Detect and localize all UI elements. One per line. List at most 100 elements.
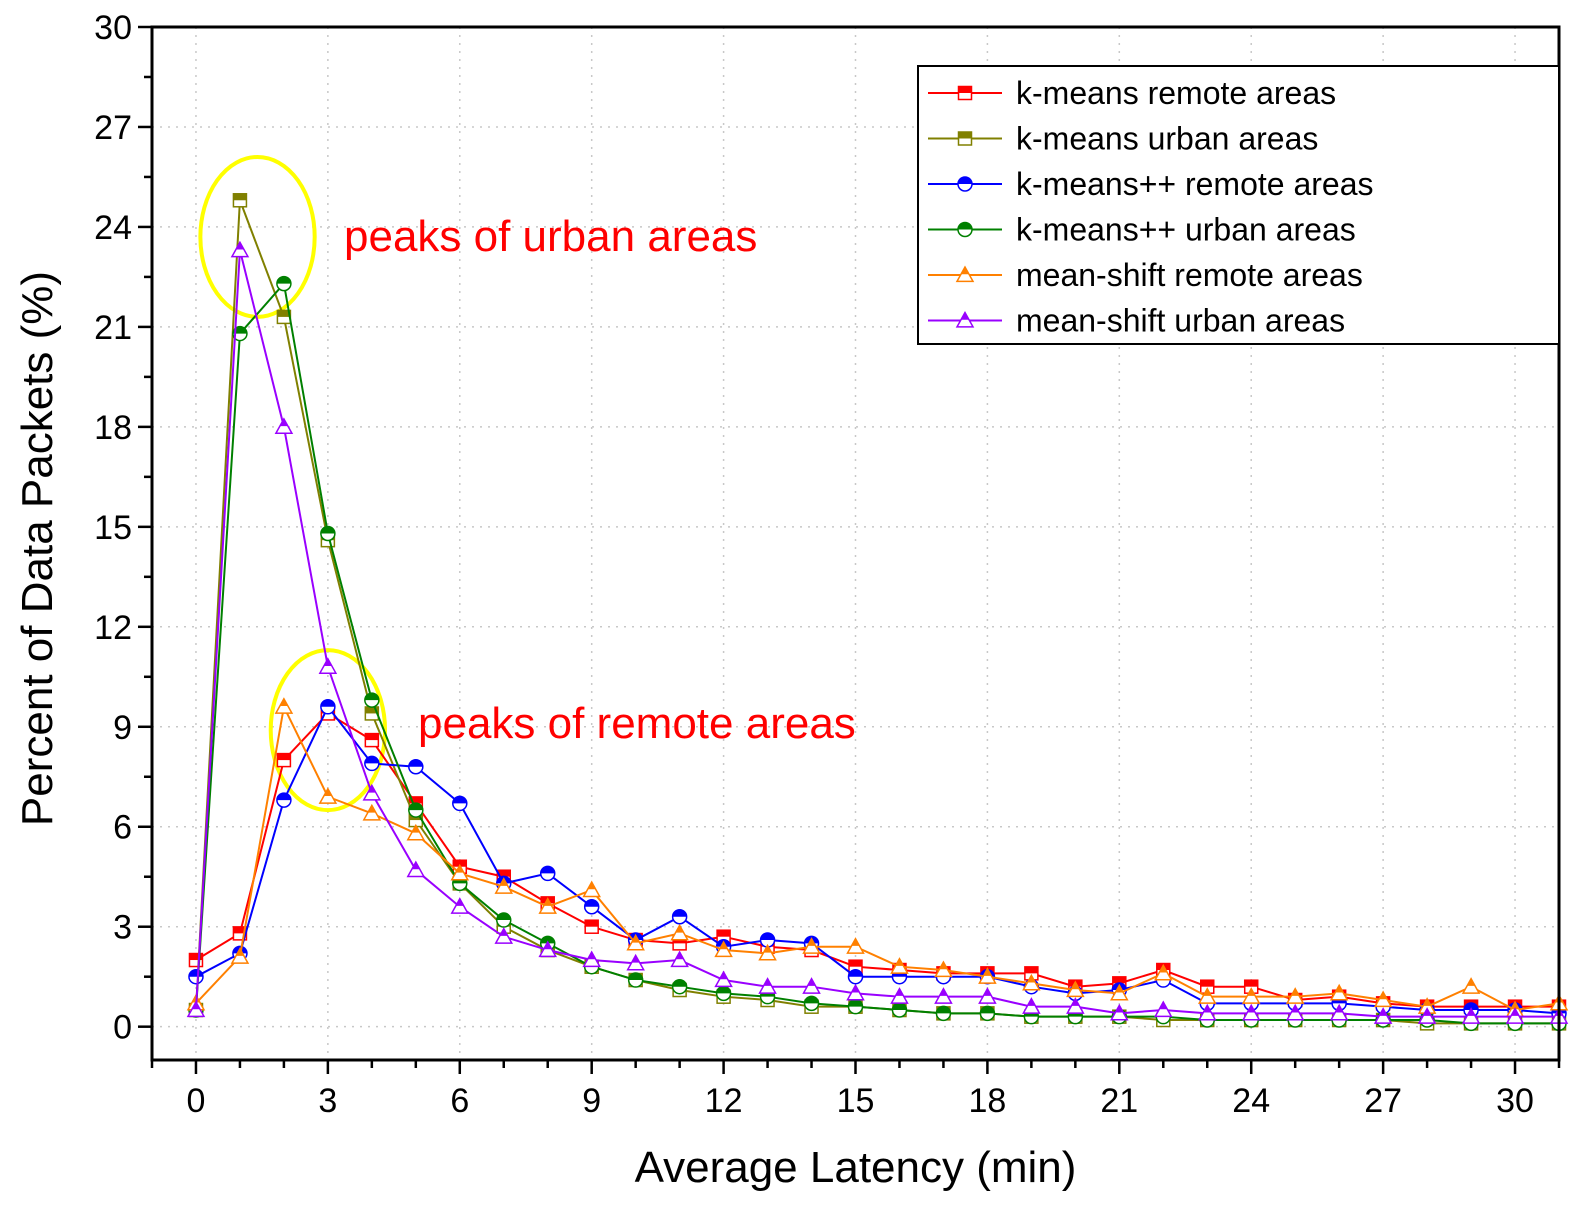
data-point	[1505, 1007, 1525, 1024]
data-point	[846, 983, 865, 1001]
data-point	[1154, 963, 1173, 981]
data-point	[1110, 1003, 1129, 1021]
marker-outline	[1066, 997, 1085, 1014]
x-tick-label: 21	[1100, 1082, 1138, 1120]
marker-fill	[276, 793, 291, 801]
marker-fill	[848, 969, 863, 977]
marker-fill	[1467, 1008, 1475, 1016]
data-point	[1154, 1000, 1173, 1018]
x-tick-label: 18	[968, 1082, 1006, 1120]
marker-fill	[983, 968, 992, 976]
marker-fill	[1247, 988, 1255, 996]
data-point	[758, 977, 777, 994]
marker-fill	[716, 986, 731, 994]
marker-fill	[1291, 1005, 1299, 1013]
legend-label: k-means++ urban areas	[1016, 212, 1356, 248]
data-point	[496, 912, 512, 928]
marker-outline	[582, 950, 601, 968]
marker-fill	[676, 952, 684, 960]
annotation-remote-peaks: peaks of remote areas	[418, 699, 856, 748]
data-point	[1197, 1003, 1217, 1021]
marker-fill	[1024, 966, 1038, 974]
data-point	[1373, 990, 1393, 1008]
y-tick-label: 18	[94, 409, 132, 447]
annotation-urban-peaks: peaks of urban areas	[344, 212, 757, 261]
marker-fill	[939, 962, 948, 970]
data-point	[450, 863, 470, 881]
data-point	[890, 987, 909, 1004]
marker-fill	[1159, 1002, 1167, 1010]
marker-outline	[494, 927, 514, 944]
marker-fill	[961, 312, 969, 320]
legend-marker	[955, 265, 975, 283]
data-point	[364, 755, 380, 772]
data-point	[364, 692, 380, 708]
marker-fill	[760, 933, 775, 941]
marker-fill	[804, 996, 819, 1004]
x-axis-title: Average Latency (min)	[635, 1143, 1077, 1192]
marker-fill	[585, 920, 599, 927]
data-point	[406, 823, 426, 841]
data-point	[538, 940, 557, 958]
marker-fill	[280, 418, 288, 427]
marker-fill	[456, 865, 464, 873]
data-point	[230, 947, 250, 964]
marker-fill	[588, 882, 596, 890]
marker-fill	[895, 988, 904, 996]
data-point	[626, 933, 645, 951]
data-point	[1285, 1003, 1305, 1021]
marker-fill	[961, 267, 969, 275]
data-point	[1241, 987, 1261, 1004]
marker-fill	[497, 870, 511, 877]
data-point	[1241, 1003, 1261, 1021]
data-point	[626, 953, 645, 971]
y-tick-label: 30	[94, 9, 132, 47]
x-tick-label: 30	[1496, 1082, 1534, 1120]
data-point	[714, 970, 733, 988]
data-point	[670, 923, 689, 941]
data-point	[274, 697, 294, 714]
marker-fill	[849, 960, 862, 967]
data-point	[1022, 997, 1041, 1014]
x-tick-label: 24	[1232, 1082, 1270, 1120]
data-point	[803, 995, 820, 1012]
legend-item: k-means urban areas	[928, 121, 1318, 157]
data-point	[1197, 987, 1217, 1004]
data-point	[320, 699, 336, 715]
data-point	[935, 1005, 952, 1022]
marker-fill	[848, 999, 863, 1007]
marker-fill	[320, 699, 335, 707]
marker-fill	[958, 132, 972, 139]
x-tick-label: 12	[705, 1082, 743, 1120]
marker-fill	[453, 860, 467, 867]
legend-label: k-means remote areas	[1016, 75, 1336, 111]
marker-fill	[189, 953, 203, 961]
data-point	[1024, 966, 1039, 981]
marker-outline	[670, 950, 689, 968]
marker-fill	[1203, 1005, 1211, 1013]
data-point	[978, 987, 997, 1004]
marker-fill	[584, 899, 599, 907]
data-point	[582, 880, 601, 898]
marker-fill	[324, 658, 332, 666]
marker-fill	[368, 805, 376, 813]
marker-fill	[1244, 980, 1258, 987]
marker-fill	[233, 926, 247, 934]
y-tick-label: 9	[113, 709, 132, 747]
marker-fill	[277, 753, 291, 761]
data-point	[583, 898, 600, 915]
marker-fill	[958, 177, 972, 184]
legend-marker	[955, 310, 975, 328]
marker-outline	[274, 417, 294, 435]
series-layer	[186, 193, 1569, 1032]
y-tick-label: 21	[94, 309, 132, 347]
marker-fill	[1464, 1003, 1479, 1011]
marker-fill	[892, 1003, 907, 1011]
data-point	[232, 325, 248, 342]
x-tick-label: 3	[318, 1082, 337, 1120]
data-point	[406, 860, 426, 878]
legend-marker	[957, 176, 973, 192]
y-tick-label: 24	[94, 209, 132, 247]
data-point	[1461, 1007, 1481, 1024]
x-tick-label: 9	[582, 1082, 601, 1120]
